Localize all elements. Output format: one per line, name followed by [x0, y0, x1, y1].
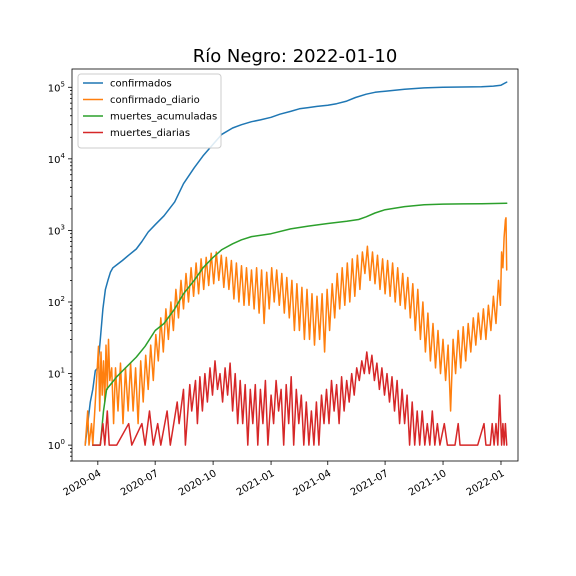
y-tick-label: 105: [48, 80, 65, 94]
y-tick-label: 103: [48, 223, 65, 237]
y-tick-label: 101: [48, 367, 65, 381]
x-axis: 2020-04 2020-07 2020-10 2021-01 2021-04 2021-…: [62, 461, 507, 498]
x-tick-label: 2022-01: [465, 468, 507, 498]
legend-label: confirmado_diario: [110, 95, 200, 106]
legend-label: confirmados: [110, 79, 172, 90]
x-tick-label: 2020-10: [177, 468, 219, 498]
legend: confirmados confirmado_diario muertes_acum…: [78, 74, 221, 148]
x-tick-label: 2021-01: [235, 468, 277, 498]
x-tick-label: 2021-04: [292, 468, 334, 498]
x-tick-label: 2021-07: [349, 468, 391, 498]
legend-label: muertes_diarias: [110, 128, 190, 139]
chart-title: Río Negro: 2022-01-10: [193, 46, 398, 67]
y-tick-label: 104: [48, 152, 66, 166]
x-tick-label: 2020-07: [119, 468, 161, 498]
y-tick-label: 100: [48, 438, 65, 452]
x-tick-label: 2020-04: [62, 468, 104, 498]
legend-label: muertes_acumuladas: [110, 112, 217, 123]
y-tick-label: 102: [48, 295, 65, 309]
x-tick-label: 2021-10: [407, 468, 449, 498]
y-axis: 100 101 102 103 104 105: [48, 80, 72, 461]
